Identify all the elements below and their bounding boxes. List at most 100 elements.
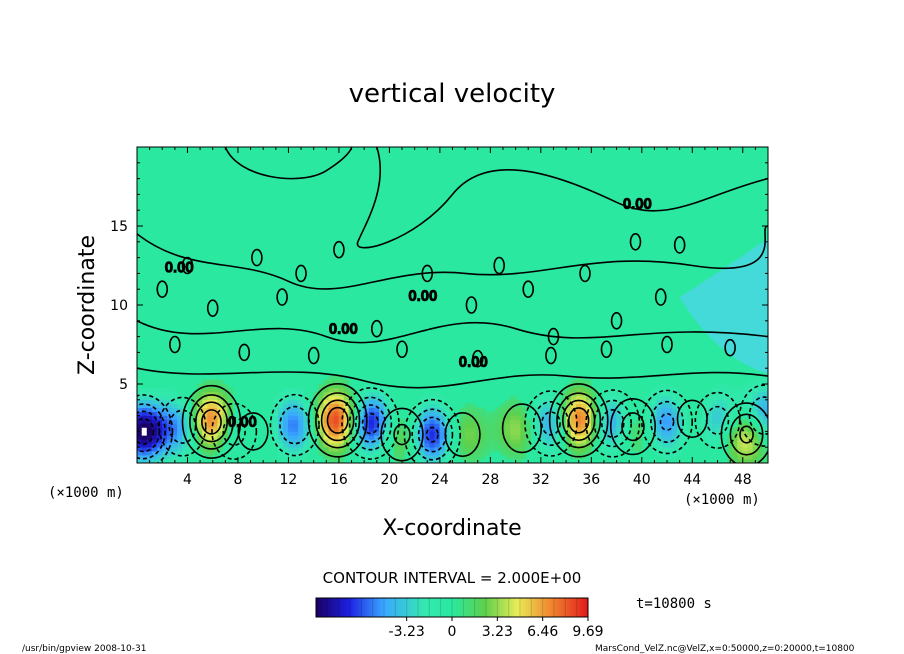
- velocity-cell: [318, 439, 325, 444]
- velocity-cell: [343, 450, 350, 456]
- velocity-cell: [141, 431, 148, 436]
- velocity-cell: [742, 439, 749, 444]
- velocity-cell: [545, 454, 552, 460]
- velocity-cell: [333, 458, 340, 463]
- velocity-cell: [732, 439, 739, 444]
- velocity-cell: [671, 399, 678, 405]
- downdraft-contour: [361, 412, 380, 435]
- velocity-cell: [328, 419, 335, 424]
- velocity-cell: [535, 399, 542, 405]
- velocity-cell: [444, 435, 451, 440]
- velocity-cell: [474, 439, 481, 444]
- velocity-cell: [676, 391, 683, 397]
- velocity-cell: [757, 403, 764, 408]
- downdraft-contour: [158, 396, 207, 457]
- velocity-cell: [520, 442, 526, 448]
- velocity-cell: [621, 411, 627, 416]
- velocity-cell: [464, 450, 471, 456]
- velocity-cell: [298, 415, 304, 420]
- velocity-cell: [474, 419, 481, 424]
- velocity-cell: [424, 423, 431, 428]
- velocity-cell: [540, 407, 547, 412]
- velocity-cell: [151, 458, 158, 463]
- velocity-cell: [141, 403, 148, 408]
- velocity-cell: [722, 423, 728, 428]
- velocity-cell: [757, 419, 764, 424]
- velocity-cell: [293, 427, 299, 432]
- velocity-cell: [616, 407, 622, 412]
- velocity-cell: [762, 415, 768, 420]
- velocity-cell: [616, 431, 622, 436]
- velocity-cell: [177, 391, 183, 397]
- velocity-cell: [580, 387, 587, 393]
- velocity-cell: [510, 450, 516, 456]
- velocity-cell: [202, 399, 208, 405]
- velocity-cell: [666, 450, 673, 456]
- velocity-cell: [515, 411, 521, 416]
- velocity-cell: [540, 403, 547, 408]
- velocity-cell: [348, 399, 355, 405]
- velocity-cell: [373, 427, 380, 432]
- velocity-cell: [217, 407, 224, 412]
- velocity-cell: [283, 439, 289, 444]
- velocity-cell: [485, 419, 491, 424]
- velocity-cell: [137, 450, 143, 456]
- updraft-contour: [189, 394, 234, 450]
- contour-label: 0.00: [459, 356, 488, 371]
- velocity-cell: [550, 427, 557, 432]
- velocity-cell: [656, 427, 663, 432]
- velocity-cell: [585, 411, 592, 416]
- velocity-cell: [601, 419, 607, 424]
- velocity-cell: [646, 403, 653, 408]
- velocity-cell: [520, 423, 526, 428]
- velocity-cell: [439, 431, 446, 436]
- velocity-cell: [495, 415, 501, 420]
- velocity-cell: [283, 415, 289, 420]
- velocity-cell: [156, 403, 163, 408]
- velocity-cell: [358, 399, 365, 405]
- velocity-cell: [474, 411, 481, 416]
- velocity-cell: [338, 387, 345, 393]
- velocity-cell: [151, 427, 158, 432]
- velocity-cell: [575, 399, 582, 405]
- velocity-cell: [328, 375, 335, 381]
- velocity-cell: [161, 446, 168, 452]
- velocity-cell: [464, 458, 471, 463]
- velocity-cell: [389, 419, 395, 424]
- contour-label: 0.00: [329, 322, 358, 337]
- velocity-cell: [474, 450, 481, 456]
- velocity-cell: [429, 454, 436, 460]
- velocity-cell: [676, 439, 683, 444]
- velocity-cell: [616, 435, 622, 440]
- velocity-cell: [166, 387, 173, 393]
- footer-right: MarsCond_VelZ.nc@VelZ,x=0:50000,z=0:2000…: [595, 644, 855, 654]
- velocity-cell: [525, 439, 532, 444]
- velocity-cell: [434, 415, 441, 420]
- velocity-cell: [485, 431, 491, 436]
- velocity-cell: [464, 423, 471, 428]
- velocity-cell: [752, 387, 759, 393]
- velocity-cell: [363, 407, 370, 412]
- velocity-cell: [661, 411, 668, 416]
- velocity-cell: [161, 442, 168, 448]
- velocity-cell: [535, 419, 542, 424]
- velocity-cell: [434, 442, 441, 448]
- y-tick-label: 15: [110, 219, 128, 235]
- velocity-cell: [424, 450, 431, 456]
- velocity-cell: [762, 379, 768, 385]
- velocity-cell: [293, 454, 299, 460]
- downdraft-contour: [425, 426, 439, 443]
- velocity-cell: [424, 415, 431, 420]
- velocity-cell: [338, 446, 345, 452]
- velocity-cell: [570, 446, 577, 452]
- velocity-cell: [308, 439, 314, 444]
- velocity-cell: [631, 442, 638, 448]
- velocity-cell: [681, 435, 688, 440]
- velocity-cell: [575, 442, 582, 448]
- velocity-cell: [550, 446, 557, 452]
- small-contour: [181, 256, 194, 275]
- velocity-cell: [762, 387, 768, 393]
- velocity-cell: [500, 415, 506, 420]
- velocity-cell: [373, 435, 380, 440]
- velocity-cell: [288, 387, 294, 393]
